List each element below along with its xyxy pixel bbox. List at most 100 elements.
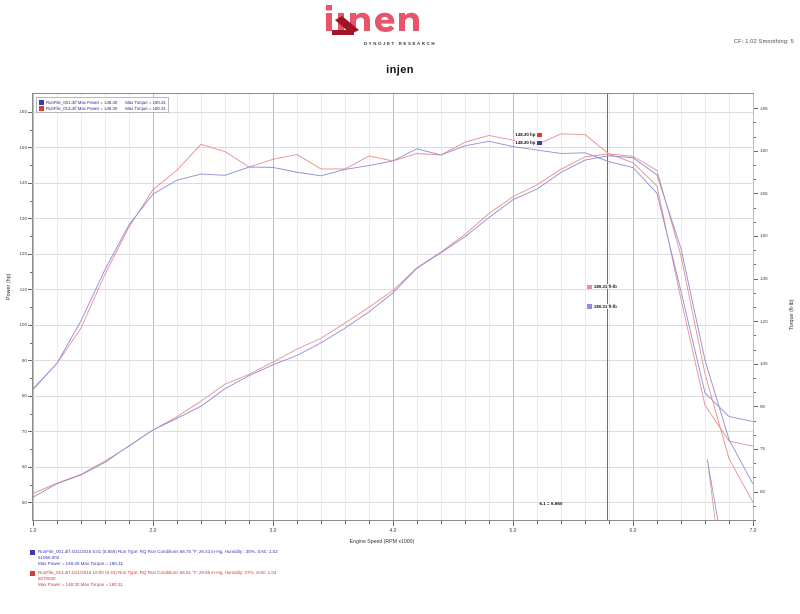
brand-header: DYNOJET RESEARCH CF: 1.02 Smoothing: 5: [0, 0, 800, 60]
axis-tick: [754, 222, 756, 223]
axis-tick: [225, 521, 226, 524]
axis-tick: [321, 521, 322, 524]
y-axis-right-tick-label: 165: [760, 190, 768, 196]
y-axis-left-tick-label: 140: [19, 180, 27, 186]
dyno-plot-area[interactable]: RunFile_001.drf Max Power = 148.30 Max T…: [32, 93, 754, 521]
run-info-line: Max Power = 148.30 Max Torque = 180.31: [38, 582, 123, 588]
legend-swatch-run-a: [39, 99, 44, 105]
axis-tick: [754, 236, 758, 237]
axis-tick: [754, 165, 756, 166]
x-axis-tick-label: 6.0: [629, 528, 637, 534]
annotation-power-red-swatch: [537, 132, 542, 138]
axis-tick: [754, 321, 756, 322]
axis-tick: [129, 521, 130, 524]
annotation-torque-blue: 180.31 ft-lb: [587, 304, 617, 310]
axis-tick: [729, 521, 730, 524]
axis-tick: [754, 350, 756, 351]
x-axis-tick-label: 7.0: [749, 528, 757, 534]
y-axis-left-tick-label: 70: [21, 428, 27, 434]
chart-title: injen: [386, 64, 414, 76]
y-axis-left-tick-label: 80: [21, 393, 27, 399]
axis-tick: [30, 218, 32, 219]
curve-power: [33, 153, 753, 503]
axis-tick: [754, 406, 756, 407]
axis-tick: [754, 193, 756, 194]
x-axis-tick-label: 1.0: [29, 528, 37, 534]
axis-tick: [537, 521, 538, 524]
x-axis-tick-label: 2.0: [149, 528, 157, 534]
axis-tick: [754, 463, 756, 464]
axis-tick: [30, 449, 32, 450]
y-axis-right-tick-label: 75: [760, 446, 766, 452]
y-axis-right-tick-label: 180: [760, 148, 768, 154]
y-axis-left-tick-label: 60: [21, 464, 27, 470]
run-info-line: RunFile_013.drf 4/21/2016 10:00 (6.44) R…: [38, 569, 277, 575]
run-info-panel: RunFile_001.drf 4/21/2016 6:01 (5.656) R…: [30, 549, 795, 590]
axis-tick: [105, 521, 106, 524]
axis-tick: [513, 521, 514, 526]
y-axis-right-tick-label: 135: [760, 276, 768, 281]
axis-tick: [753, 521, 754, 526]
y-axis-left-tick-label: 150: [19, 144, 27, 150]
curve-power: [33, 155, 753, 498]
annotation-power-blue: 148.30 hp: [515, 140, 542, 146]
axis-tick: [30, 112, 32, 113]
y-axis-right-tick-label: 60: [760, 489, 766, 494]
axis-tick: [393, 521, 394, 526]
axis-tick: [585, 521, 586, 524]
annotation-power-red: 148.30 hp: [515, 132, 542, 138]
annotation-torque-blue-label: 180.31 ft-lb: [593, 304, 617, 310]
axis-tick: [754, 335, 756, 336]
annotation-power-red-label: 148.30 hp: [515, 132, 536, 138]
cursor-readout: 6.1 = 6.660: [539, 501, 563, 506]
axis-tick: [441, 521, 442, 524]
axis-tick: [33, 521, 34, 526]
axis-tick: [754, 506, 756, 507]
legend-label-run-b: RunFile_013.drf Max Power = 148.30: [46, 105, 118, 111]
axis-tick: [465, 521, 466, 524]
axis-tick: [30, 183, 32, 184]
axis-tick: [30, 236, 32, 237]
axis-tick: [30, 431, 32, 432]
y-axis-left-tick-label: 100: [19, 322, 27, 328]
y-axis-right-tick-label: 150: [760, 233, 768, 239]
axis-tick: [754, 477, 756, 478]
axis-tick: [754, 520, 756, 521]
run-info-swatch-a: [30, 550, 35, 555]
axis-tick: [754, 151, 758, 152]
axis-tick: [345, 521, 346, 524]
y-axis-left-tick-label: 120: [19, 251, 27, 257]
axis-tick: [153, 521, 154, 526]
axis-tick: [754, 449, 758, 450]
annotation-torque-red-swatch: [587, 284, 592, 290]
y-axis-right-tick-label: 195: [760, 105, 768, 111]
axis-tick: [754, 264, 756, 265]
y-axis-left-tick-label: 160: [19, 109, 27, 115]
run-info-line: Max Power = 148.30 Max Torque = 180.31: [38, 561, 123, 567]
axis-tick: [754, 492, 756, 493]
axis-tick: [249, 521, 250, 524]
axis-tick: [754, 279, 758, 280]
grid-lines: [33, 94, 754, 520]
run-info-block: RunFile_001.drf 4/21/2016 6:01 (5.656) R…: [30, 549, 795, 568]
axis-tick: [754, 492, 758, 493]
legend-torque-run-a: Max Torque = 180.31: [125, 99, 166, 105]
axis-tick: [754, 208, 756, 209]
y-axis-left-tick-label: 50: [21, 499, 27, 505]
y-axis-right-tick-label: 120: [760, 318, 768, 324]
axis-tick: [754, 449, 756, 450]
run-info-block: RunFile_013.drf 4/21/2016 10:00 (6.44) R…: [30, 570, 795, 589]
axis-tick: [30, 360, 32, 361]
y-axis-left-tick-label: 90: [21, 357, 27, 363]
curve-tail-spike: [707, 459, 716, 520]
axis-tick: [30, 147, 32, 148]
axis-tick: [754, 179, 756, 180]
axis-tick: [754, 293, 756, 294]
annotation-torque-red: 180.31 ft-lb: [587, 284, 617, 290]
axis-tick: [657, 521, 658, 524]
axis-tick: [30, 467, 32, 468]
axis-tick: [369, 521, 370, 524]
axis-tick: [201, 521, 202, 524]
axis-tick: [754, 151, 756, 152]
y-axis-left-tick-label: 130: [19, 215, 27, 221]
